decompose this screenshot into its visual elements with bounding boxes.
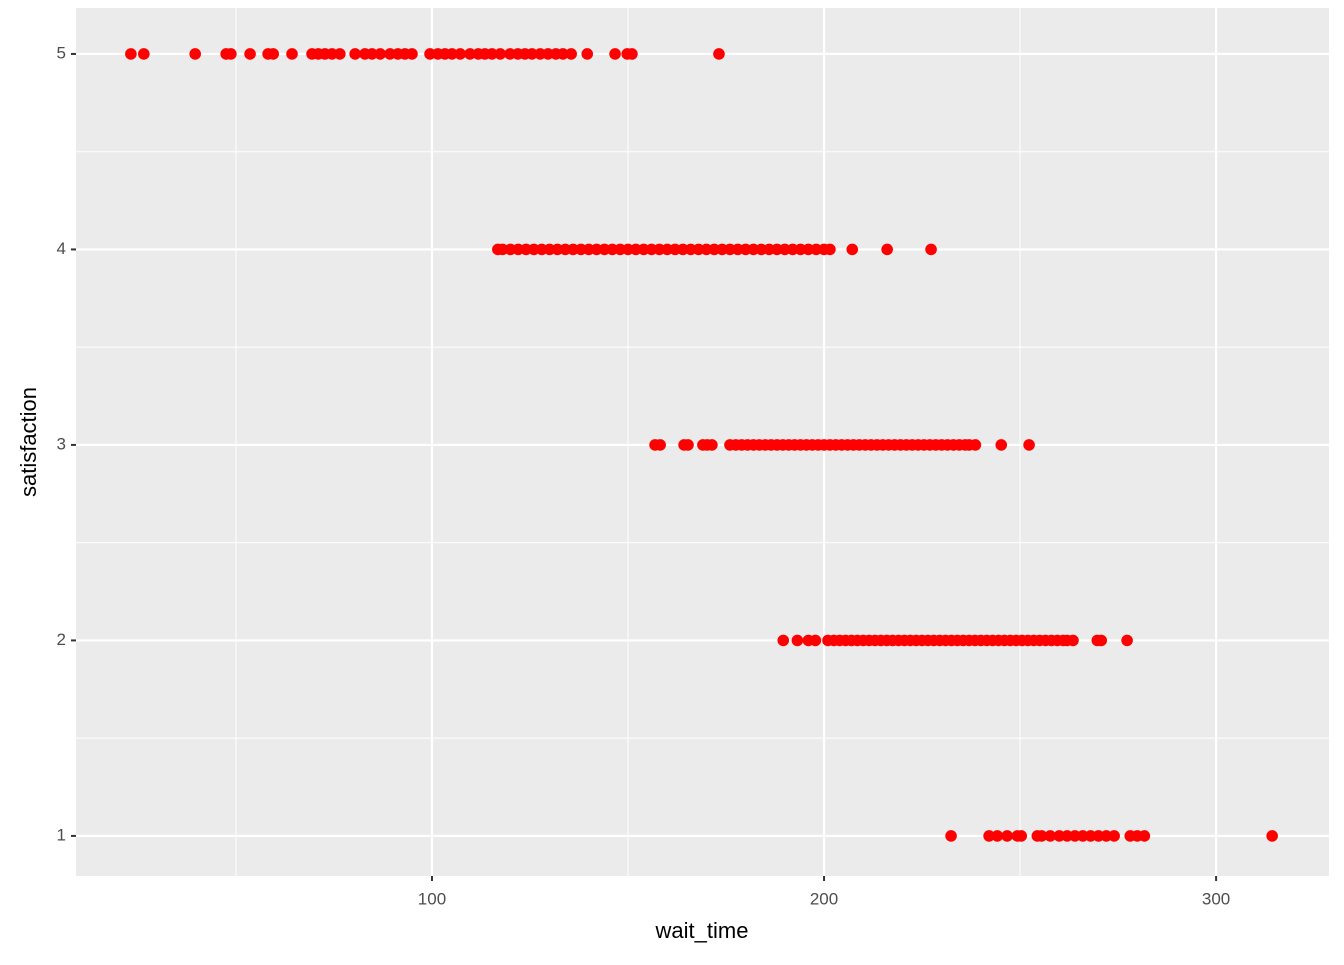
point — [486, 48, 498, 60]
y-tick-label: 3 — [57, 434, 66, 453]
point — [706, 439, 718, 451]
point — [881, 243, 893, 256]
point — [446, 48, 458, 60]
point — [286, 48, 298, 60]
point — [991, 830, 1004, 842]
point — [406, 48, 418, 60]
point — [526, 48, 538, 60]
point — [609, 48, 621, 60]
y-tick-label: 4 — [57, 239, 66, 258]
x-tick-label: 300 — [1202, 889, 1230, 908]
point — [366, 48, 378, 60]
x-tick-label: 200 — [810, 889, 838, 908]
point — [1015, 830, 1028, 842]
point — [1035, 830, 1048, 842]
point — [267, 48, 280, 60]
point — [1095, 634, 1108, 647]
point — [125, 48, 137, 60]
point — [1067, 634, 1079, 647]
point — [995, 439, 1008, 451]
point — [374, 48, 387, 60]
point — [334, 48, 346, 60]
point — [349, 48, 361, 60]
point — [557, 48, 569, 60]
point — [494, 48, 507, 60]
y-tick-label: 5 — [57, 43, 66, 62]
point — [565, 48, 577, 60]
point — [945, 830, 957, 842]
point — [983, 830, 995, 842]
point — [925, 243, 937, 256]
point — [138, 48, 150, 60]
x-axis-title: wait_time — [655, 918, 749, 943]
point — [581, 48, 594, 60]
point — [464, 48, 476, 60]
point — [846, 243, 859, 256]
point — [713, 48, 725, 60]
point — [1023, 439, 1035, 451]
point — [189, 48, 201, 60]
point — [244, 48, 256, 60]
point — [626, 48, 638, 60]
y-tick-label: 1 — [57, 825, 66, 844]
point — [969, 439, 982, 451]
y-axis-title: satisfaction — [16, 387, 41, 497]
point — [225, 48, 237, 60]
x-tick-label: 100 — [418, 889, 446, 908]
point — [777, 634, 790, 647]
point — [791, 634, 804, 647]
point — [1044, 830, 1057, 842]
point — [809, 634, 822, 647]
point — [1108, 830, 1120, 842]
point — [1138, 830, 1151, 842]
point — [454, 48, 467, 60]
point — [654, 439, 666, 451]
y-tick-label: 2 — [57, 630, 66, 649]
point — [1121, 634, 1133, 647]
point — [1001, 830, 1013, 842]
point — [682, 439, 694, 451]
point — [824, 243, 836, 256]
point — [1266, 830, 1278, 842]
